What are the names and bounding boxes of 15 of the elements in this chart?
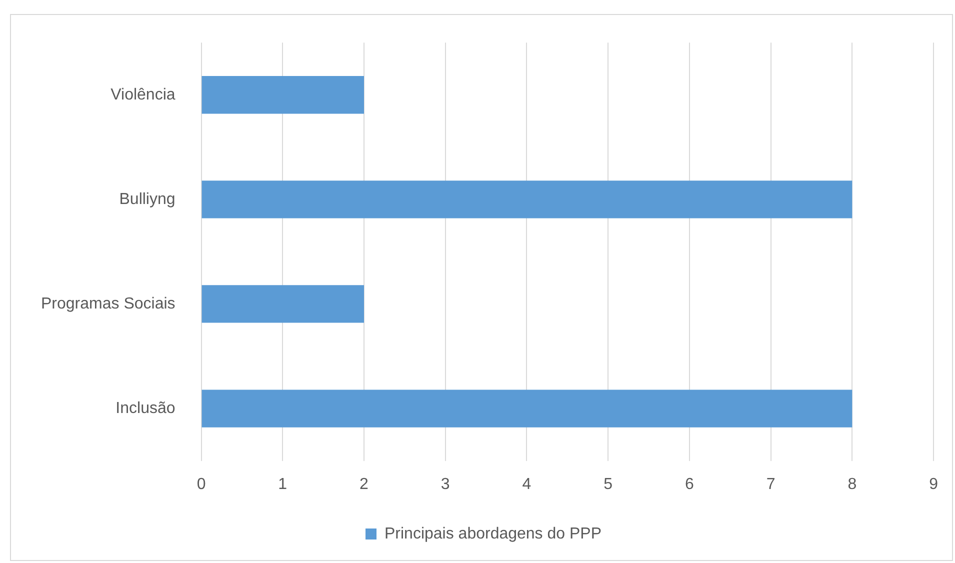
legend-label: Principais abordagens do PPP bbox=[384, 525, 602, 542]
x-tick-label: 1 bbox=[278, 476, 288, 493]
x-tick-label: 5 bbox=[604, 476, 613, 493]
x-tick-label: 8 bbox=[848, 476, 857, 493]
y-tick-label: Bulliyng bbox=[119, 190, 176, 208]
x-tick-label: 9 bbox=[929, 476, 938, 493]
x-tick-label: 2 bbox=[360, 476, 369, 493]
x-tick-label: 4 bbox=[522, 476, 532, 493]
x-tick-label: 7 bbox=[766, 476, 776, 493]
x-tick-label: 6 bbox=[685, 476, 694, 493]
y-tick-label: Inclusão bbox=[116, 400, 176, 417]
y-tick-label: Violência bbox=[110, 86, 176, 104]
x-tick-label: 3 bbox=[440, 476, 450, 493]
x-tick-label: 0 bbox=[196, 476, 206, 493]
y-tick-label: Programas Sociais bbox=[40, 295, 176, 312]
